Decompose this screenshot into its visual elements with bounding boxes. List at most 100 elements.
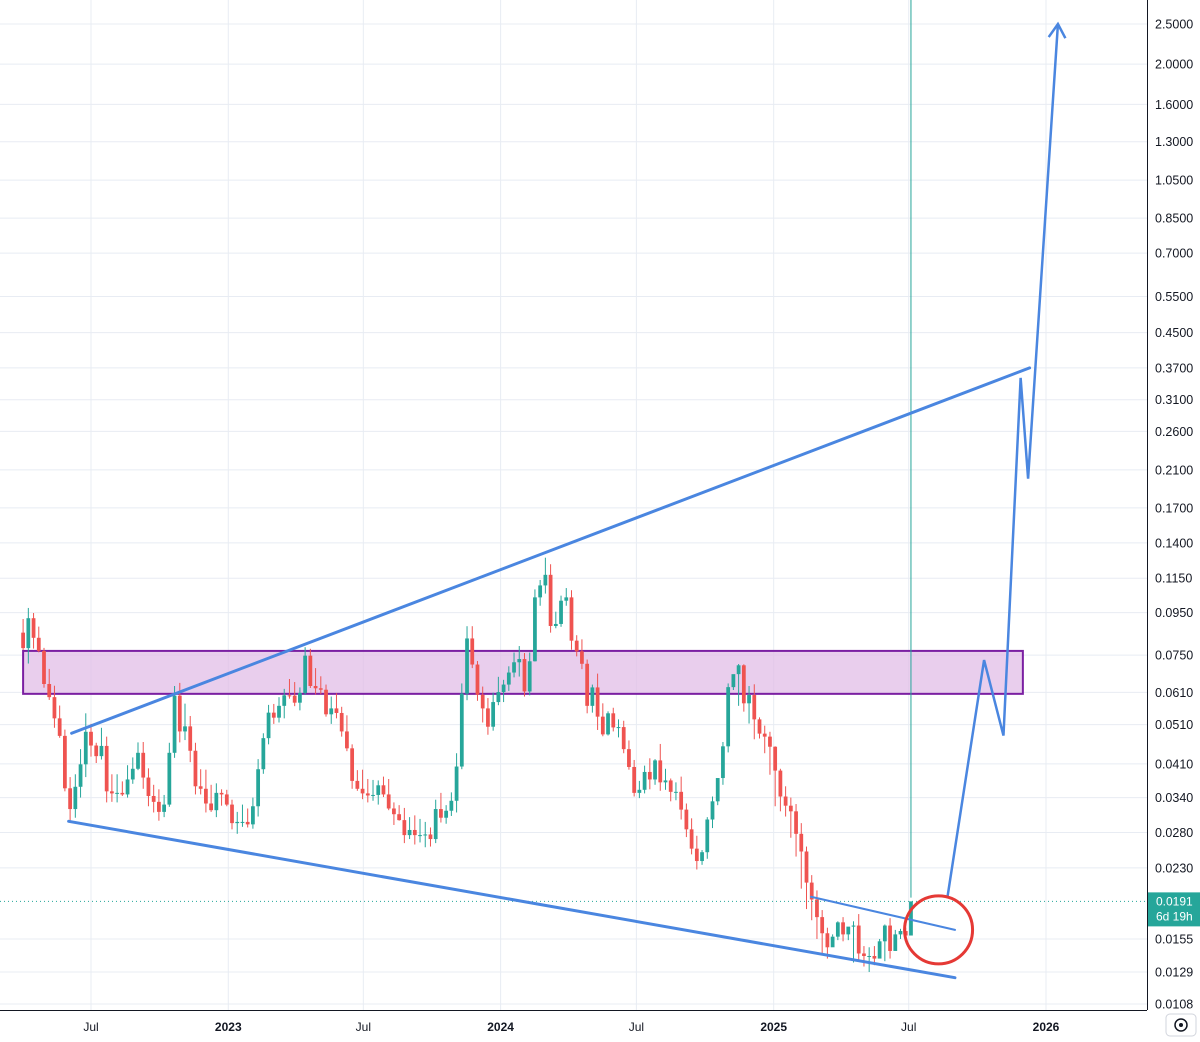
candle-body	[909, 901, 913, 936]
candle-body	[261, 738, 266, 770]
candle-body	[684, 809, 689, 830]
x-tick-label: Jul	[356, 1020, 371, 1034]
candle-body	[835, 922, 840, 937]
candle-body	[313, 685, 318, 689]
trendline-upper	[70, 366, 1032, 735]
candle-body	[386, 794, 391, 809]
candle-body	[115, 792, 119, 794]
candle-body	[214, 792, 219, 811]
candle-body	[585, 663, 590, 706]
candle-body	[637, 789, 642, 793]
candlestick-series	[21, 0, 913, 973]
candle-body	[47, 684, 52, 698]
x-tick-label: Jul	[83, 1020, 98, 1034]
y-tick-label: 0.0750	[1155, 649, 1193, 663]
candle-body	[762, 733, 767, 737]
y-tick-label: 2.0000	[1155, 58, 1193, 72]
candle-body	[94, 745, 99, 757]
candle-body	[157, 801, 161, 812]
candle-body	[277, 705, 281, 718]
candle-body	[830, 936, 835, 948]
candle-body	[256, 769, 261, 807]
y-tick-label: 0.0108	[1155, 998, 1193, 1012]
candle-body	[465, 638, 469, 694]
candle-body	[872, 956, 877, 959]
candle-body	[130, 768, 135, 780]
candle-body	[778, 770, 783, 797]
candle-body	[204, 788, 208, 804]
candle-body	[533, 597, 537, 662]
candle-body	[627, 749, 631, 767]
candle-body	[339, 712, 344, 732]
candle-body	[496, 692, 501, 703]
y-tick-label: 0.0510	[1155, 718, 1193, 732]
x-tick-label: 2025	[760, 1020, 787, 1034]
candle-body	[459, 693, 464, 767]
candle-body	[721, 746, 725, 779]
current-price-value: 0.0191	[1156, 894, 1193, 908]
candle-body	[647, 771, 652, 780]
candle-body	[397, 814, 402, 821]
candle-body	[104, 745, 109, 792]
candle-body	[146, 777, 151, 796]
candle-body	[251, 806, 255, 825]
candle-body	[491, 702, 496, 727]
candle-body	[68, 788, 72, 810]
candle-body	[183, 726, 187, 732]
candle-body	[329, 708, 334, 715]
candle-body	[804, 851, 809, 883]
current-price-countdown: 6d 19h	[1156, 909, 1193, 923]
candle-body	[475, 664, 480, 695]
candle-body	[642, 771, 647, 790]
candle-body	[548, 574, 553, 626]
candle-body	[674, 791, 678, 793]
candle-body	[449, 800, 454, 811]
settings-icon-center	[1179, 1023, 1183, 1027]
candle-body	[768, 736, 772, 747]
candle-body	[245, 821, 250, 825]
candle-body	[235, 821, 240, 824]
candle-body	[486, 708, 490, 727]
candle-body	[42, 650, 46, 685]
candle-body	[73, 786, 78, 810]
candle-body	[736, 665, 741, 675]
current-price-tag	[1148, 892, 1200, 927]
y-tick-label: 0.3100	[1155, 393, 1193, 407]
candle-body	[517, 659, 522, 663]
candle-body	[298, 692, 302, 703]
candle-body	[679, 791, 684, 810]
candle-body	[553, 623, 558, 626]
candle-body	[527, 661, 532, 692]
candle-body	[632, 766, 637, 793]
y-tick-label: 0.5500	[1155, 290, 1193, 304]
candle-body	[423, 834, 428, 836]
candle-body	[512, 662, 516, 673]
x-tick-label: Jul	[901, 1020, 916, 1034]
candle-body	[580, 651, 584, 664]
candle-body	[350, 748, 355, 781]
candle-body	[303, 655, 308, 693]
candle-body	[57, 718, 62, 736]
candle-body	[564, 597, 569, 601]
candle-body	[538, 585, 543, 598]
candle-body	[862, 953, 866, 957]
candle-body	[392, 808, 396, 815]
candle-body	[136, 752, 140, 769]
candle-body	[851, 925, 856, 927]
candle-body	[271, 712, 276, 718]
candle-body	[658, 760, 663, 783]
candle-body	[439, 809, 443, 818]
candle-body	[470, 638, 475, 665]
highlight-circle	[903, 894, 975, 966]
candle-body	[522, 659, 527, 692]
candle-body	[360, 788, 365, 794]
candle-body	[36, 637, 41, 651]
y-tick-label: 0.0155	[1155, 932, 1193, 946]
y-tick-label: 0.0230	[1155, 861, 1193, 875]
candle-body	[125, 779, 130, 795]
candle-body	[345, 731, 349, 749]
candle-body	[63, 735, 67, 789]
candle-body	[506, 672, 511, 685]
